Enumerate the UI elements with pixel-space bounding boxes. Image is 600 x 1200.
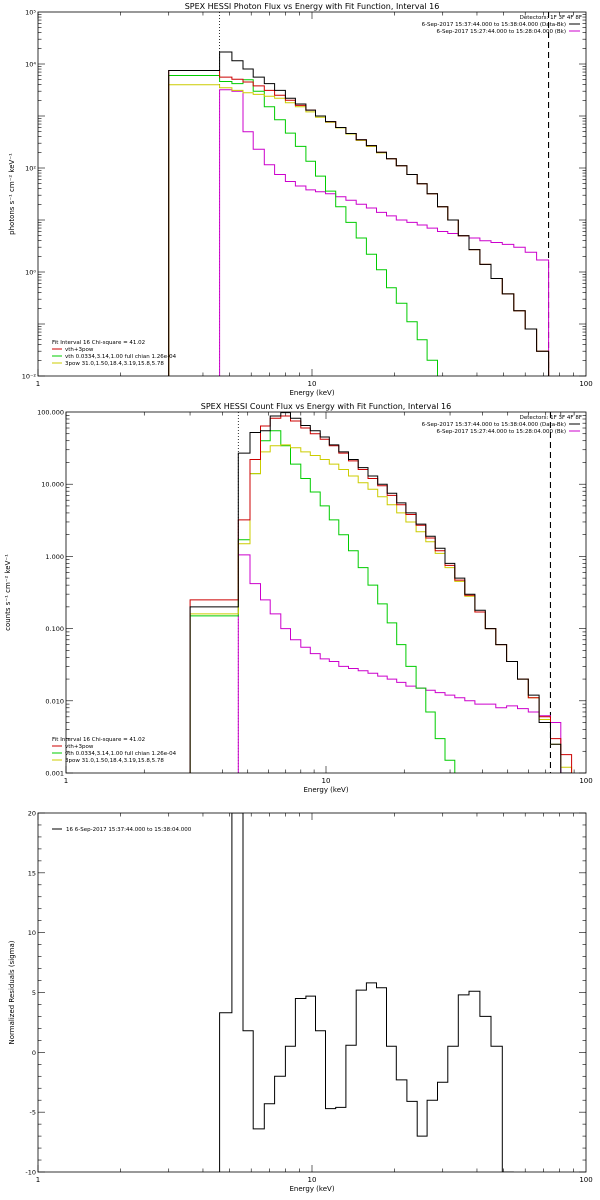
y-axis-label: counts s⁻¹ cm⁻² keV⁻¹	[4, 554, 12, 631]
plot-frame	[37, 812, 587, 1173]
y-axis-label: Normalized Residuals (sigma)	[8, 940, 16, 1044]
y-tick-label: 0.001	[45, 770, 64, 778]
fit-legend-item: vth+3pow	[65, 744, 94, 750]
series-data	[189, 412, 572, 773]
y-tick-label: 10⁴	[25, 61, 36, 69]
series-group	[189, 412, 573, 773]
fit-legend-item: vth+3pow	[65, 347, 94, 353]
y-tick-label: 15	[28, 869, 36, 877]
y-tick-label: 20	[28, 810, 36, 818]
x-tick-label: 1	[64, 777, 68, 785]
fit-legend-title: Fit Interval 16 Chi-square = 41.02	[52, 340, 145, 346]
x-tick-label: 1	[36, 380, 40, 388]
x-tick-label: 10	[322, 777, 331, 785]
y-tick-label: 10.000	[41, 481, 64, 489]
plot-panel-1: SPEX HESSI Photon Flux vs Energy with Fi…	[8, 2, 593, 397]
x-axis-label: Energy (keV)	[289, 1185, 334, 1193]
fit-legend-item: 3pow 31.0,1.50,18.4,3.19,15.8,5.78	[65, 758, 164, 764]
series-3pow	[189, 444, 573, 773]
data-time-range: 6-Sep-2017 15:37:44.000 to 15:38:04.000 …	[422, 22, 566, 28]
series-vth	[189, 430, 466, 773]
y-tick-label: 10	[28, 929, 36, 937]
detectors-label: Detectors: 1F 3F 4F 8F	[520, 15, 582, 21]
series-3pow	[168, 84, 550, 376]
series-group	[168, 51, 550, 376]
series-bk	[219, 89, 550, 376]
y-tick-label: 5	[32, 989, 36, 997]
fit-legend-item: 3pow 31.0,1.50,18.4,3.19,15.8,5.78	[65, 361, 164, 367]
x-tick-label: 1	[36, 1176, 40, 1184]
y-tick-label: -5	[30, 1109, 36, 1117]
bk-time-range: 6-Sep-2017 15:27:44.000 to 15:28:04.000 …	[437, 429, 567, 435]
plot-panel-3: 1 10 100 Energy (keV) -10 -5 0 5 10 15 20 Normalize…	[8, 810, 593, 1194]
y-tick-label: 10⁰	[25, 269, 36, 277]
y-tick-label: 0.010	[45, 697, 64, 705]
bk-time-range: 6-Sep-2017 15:27:44.000 to 15:28:04.000 …	[437, 29, 567, 35]
x-tick-label: 100	[579, 777, 592, 785]
x-tick-label: 10	[308, 1176, 317, 1184]
x-tick-label: 100	[579, 380, 592, 388]
plot-panel-2: SPEX HESSI Count Flux vs Energy with Fit…	[4, 402, 593, 794]
fit-legend-title: Fit Interval 16 Chi-square = 41.02	[52, 737, 145, 743]
x-axis-label: Energy (keV)	[289, 389, 334, 397]
x-axis-label: Energy (keV)	[303, 786, 348, 794]
y-axis-label: photons s⁻¹ cm⁻² keV⁻¹	[8, 153, 16, 235]
series-vth	[168, 75, 470, 376]
y-tick-label: 0	[32, 1049, 36, 1057]
plot-frame	[37, 11, 587, 377]
series-vth+3pow	[168, 70, 550, 376]
y-tick-label: 100.000	[37, 409, 64, 417]
series-vth+3pow	[189, 415, 573, 773]
y-tick-label: 1.000	[45, 553, 64, 561]
y-tick-label: 10²	[25, 165, 36, 173]
series-data	[168, 51, 550, 376]
y-tick-label: 0.100	[45, 625, 64, 633]
detectors-label: Detectors: 1F 3F 4F 8F	[520, 415, 582, 421]
plot-frame	[65, 411, 587, 774]
x-tick-label: 100	[579, 1176, 592, 1184]
series-bk	[237, 554, 562, 773]
residual-legend-item: 16 6-Sep-2017 15:37:44.000 to 15:38:04.0…	[66, 827, 192, 833]
y-tick-label: 10⁻²	[22, 373, 37, 381]
data-time-range: 6-Sep-2017 15:37:44.000 to 15:38:04.000 …	[422, 422, 566, 428]
chart-title: SPEX HESSI Photon Flux vs Energy with Fi…	[185, 2, 440, 11]
fit-legend-item: vth 0.0334,3.14,1.00 full chian 1.26e-04	[65, 354, 177, 360]
fit-legend-item: vth 0.0334,3.14,1.00 full chian 1.26e-04	[65, 751, 177, 757]
y-tick-label: -10	[25, 1169, 36, 1177]
series-residuals	[219, 813, 514, 1172]
y-tick-label: 10⁵	[25, 9, 36, 17]
chart-title: SPEX HESSI Count Flux vs Energy with Fit…	[201, 402, 452, 411]
x-tick-label: 10	[308, 380, 317, 388]
series-group	[219, 813, 514, 1172]
